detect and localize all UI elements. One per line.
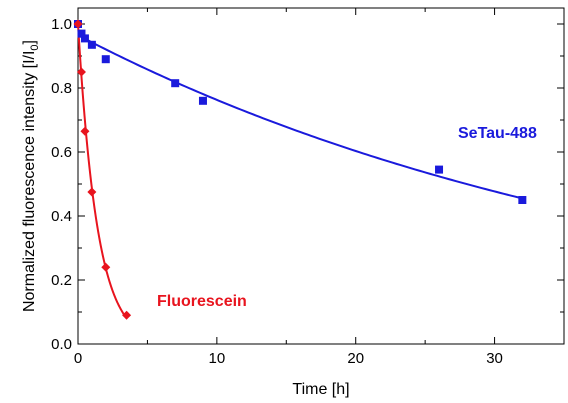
data-points	[73, 19, 527, 320]
y-axis-ticks: 0.0 0.2 0.4 0.6 0.8 1.0	[51, 16, 564, 353]
y-axis-title-subscript: 0	[29, 44, 41, 50]
data-point-square	[80, 34, 89, 43]
series-label-setau: SeTau-488	[458, 125, 537, 142]
series-label-fluorescein: Fluorescein	[157, 293, 247, 310]
x-tick-label: 0	[74, 350, 82, 367]
y-tick-label: 0.2	[51, 272, 72, 289]
x-axis-title: Time [h]	[292, 381, 349, 398]
data-point-diamond	[80, 126, 90, 136]
data-point-square	[101, 55, 110, 64]
x-tick-label: 20	[347, 350, 364, 367]
data-point-square	[198, 96, 207, 105]
data-point-diamond	[73, 19, 83, 29]
y-axis-title-close: ]	[21, 40, 38, 44]
fit-curves	[77, 23, 523, 319]
fit-curve	[77, 23, 128, 319]
fit-curve	[77, 34, 523, 200]
y-tick-label: 0.6	[51, 144, 72, 161]
y-tick-label: 1.0	[51, 16, 72, 33]
x-tick-label: 10	[209, 350, 226, 367]
y-axis-title-main: Normalized fluorescence intensity [I/I	[21, 51, 38, 312]
x-axis-ticks: 0 10 20 30	[74, 8, 503, 367]
data-point-diamond	[101, 262, 111, 272]
data-point-square	[77, 29, 86, 38]
data-point-diamond	[122, 310, 132, 320]
y-tick-label: 0.8	[51, 80, 72, 97]
data-point-square	[171, 79, 180, 88]
data-point-square	[518, 196, 527, 204]
y-tick-label: 0.4	[51, 208, 72, 225]
data-point-square	[435, 165, 444, 174]
data-point-diamond	[76, 67, 86, 77]
x-tick-label: 30	[486, 350, 503, 367]
data-point-diamond	[87, 187, 97, 197]
plot-frame	[77, 7, 565, 345]
data-point-square	[87, 40, 96, 49]
y-axis-title: Normalized fluorescence intensity [I/I0]	[21, 40, 41, 312]
y-tick-label: 0.0	[51, 336, 72, 353]
